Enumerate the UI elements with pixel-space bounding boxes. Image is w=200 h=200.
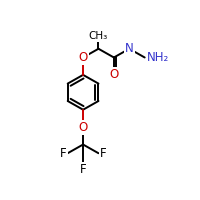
Text: O: O: [78, 51, 88, 64]
Text: CH₃: CH₃: [89, 31, 108, 41]
Text: F: F: [100, 147, 106, 160]
Text: NH₂: NH₂: [147, 51, 169, 64]
Text: F: F: [60, 147, 67, 160]
Text: O: O: [78, 121, 88, 134]
Text: H: H: [126, 41, 133, 50]
Text: O: O: [109, 68, 119, 81]
Text: N: N: [125, 42, 134, 55]
Text: F: F: [80, 163, 86, 176]
